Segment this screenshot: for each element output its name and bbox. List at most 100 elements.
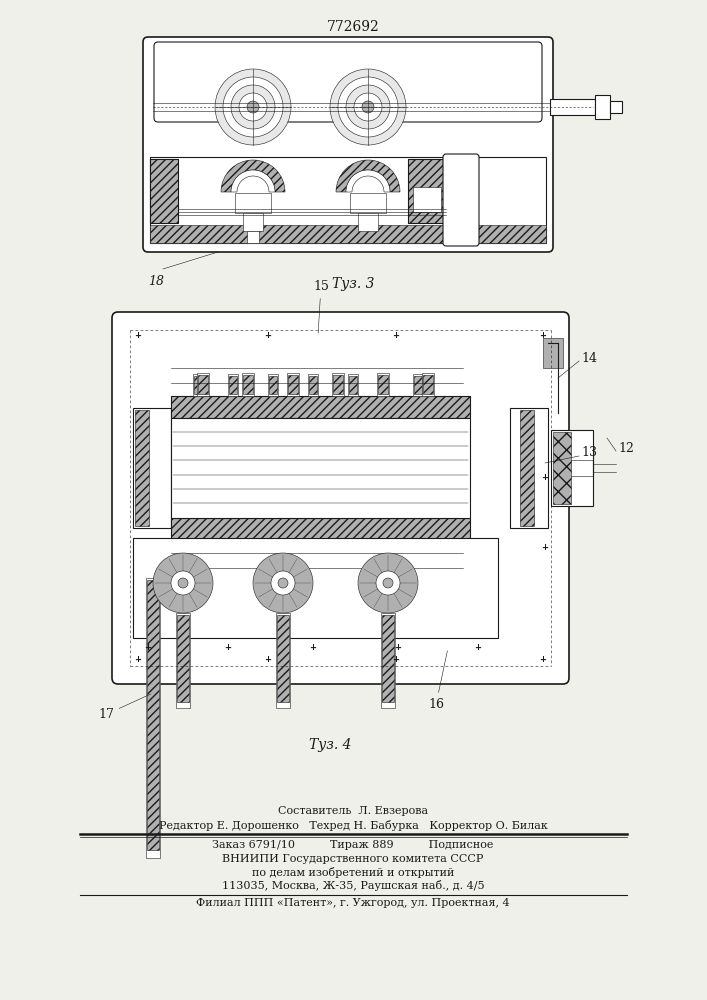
Circle shape: [383, 578, 393, 588]
Bar: [414, 376, 422, 394]
Text: Τуз. 3: Τуз. 3: [332, 277, 374, 291]
Circle shape: [376, 571, 400, 595]
Bar: [276, 613, 290, 708]
Wedge shape: [346, 170, 390, 192]
Bar: [333, 375, 343, 394]
Text: 772692: 772692: [327, 20, 380, 34]
Bar: [171, 396, 470, 418]
Bar: [408, 159, 446, 223]
Bar: [378, 374, 388, 396]
Bar: [551, 430, 593, 506]
Bar: [550, 99, 595, 115]
Text: по делам изобретений и открытий: по делам изобретений и открытий: [252, 867, 454, 878]
Bar: [171, 518, 470, 540]
Text: +: +: [144, 644, 151, 652]
Bar: [381, 613, 395, 708]
Text: Заказ 6791/10          Тираж 889          Подписное: Заказ 6791/10 Тираж 889 Подписное: [212, 840, 493, 850]
FancyBboxPatch shape: [154, 42, 542, 122]
Circle shape: [153, 553, 213, 613]
Circle shape: [247, 101, 259, 113]
Bar: [135, 410, 149, 526]
Bar: [197, 373, 209, 396]
Wedge shape: [231, 170, 275, 192]
Text: +: +: [539, 656, 547, 664]
Bar: [133, 408, 171, 528]
Text: Редактор Е. Дорошенко   Техред Н. Бабурка   Корректор О. Билак: Редактор Е. Дорошенко Техред Н. Бабурка …: [158, 820, 547, 831]
Bar: [133, 538, 498, 638]
Bar: [171, 396, 470, 418]
Circle shape: [215, 69, 291, 145]
Bar: [147, 580, 159, 850]
Bar: [413, 187, 441, 212]
Text: +: +: [474, 644, 481, 652]
Bar: [358, 213, 378, 231]
Bar: [277, 615, 289, 702]
Text: +: +: [392, 332, 399, 340]
Wedge shape: [336, 160, 400, 192]
Bar: [235, 193, 271, 213]
Bar: [146, 578, 160, 858]
Circle shape: [338, 77, 398, 137]
Bar: [595, 95, 610, 119]
Bar: [229, 376, 237, 394]
Bar: [379, 376, 387, 394]
Bar: [408, 159, 446, 223]
Bar: [543, 338, 563, 368]
Bar: [176, 613, 190, 708]
Text: 14: 14: [581, 352, 597, 364]
Text: +: +: [542, 474, 549, 483]
Text: +: +: [392, 656, 399, 664]
Circle shape: [362, 101, 374, 113]
Bar: [309, 376, 317, 394]
Text: +: +: [225, 644, 231, 652]
Bar: [150, 159, 178, 223]
Text: +: +: [134, 332, 141, 340]
Bar: [243, 213, 263, 231]
Bar: [171, 518, 470, 540]
Bar: [382, 615, 394, 702]
Text: +: +: [264, 332, 271, 340]
Text: +: +: [395, 644, 402, 652]
FancyBboxPatch shape: [443, 154, 479, 246]
Text: +: +: [310, 644, 317, 652]
Bar: [520, 410, 534, 526]
Text: +: +: [264, 656, 271, 664]
Bar: [269, 376, 277, 394]
Circle shape: [354, 93, 382, 121]
Bar: [194, 376, 202, 394]
Circle shape: [358, 553, 418, 613]
Bar: [348, 374, 358, 396]
Bar: [247, 231, 259, 243]
Circle shape: [231, 85, 275, 129]
Bar: [422, 373, 434, 396]
Bar: [378, 375, 388, 394]
Text: 16: 16: [428, 651, 448, 711]
Bar: [287, 373, 299, 396]
Text: 113035, Москва, Ж-35, Раушская наб., д. 4/5: 113035, Москва, Ж-35, Раушская наб., д. …: [222, 880, 484, 891]
Text: Филиал ППП «Патент», г. Ужгород, ул. Проектная, 4: Филиал ППП «Патент», г. Ужгород, ул. Про…: [196, 898, 510, 908]
Bar: [171, 418, 470, 518]
FancyBboxPatch shape: [143, 37, 553, 252]
Text: 12: 12: [618, 442, 634, 454]
Text: 15: 15: [313, 280, 329, 333]
Bar: [332, 373, 344, 396]
Bar: [377, 373, 389, 396]
Text: +: +: [134, 656, 141, 664]
Bar: [242, 373, 254, 396]
Text: Составитель  Л. Евзерова: Составитель Л. Евзерова: [278, 806, 428, 816]
Text: 17: 17: [98, 694, 151, 721]
Circle shape: [223, 77, 283, 137]
Bar: [288, 375, 298, 394]
Bar: [423, 375, 433, 394]
Bar: [198, 375, 208, 394]
Bar: [510, 408, 548, 528]
Bar: [350, 193, 386, 213]
Text: 18: 18: [148, 275, 164, 288]
Text: ВНИИПИ Государственного комитета СССР: ВНИИПИ Государственного комитета СССР: [222, 854, 484, 864]
Circle shape: [346, 85, 390, 129]
Bar: [150, 159, 178, 223]
Bar: [610, 101, 622, 113]
Circle shape: [178, 578, 188, 588]
Bar: [349, 376, 357, 394]
Text: +: +: [542, 544, 549, 552]
